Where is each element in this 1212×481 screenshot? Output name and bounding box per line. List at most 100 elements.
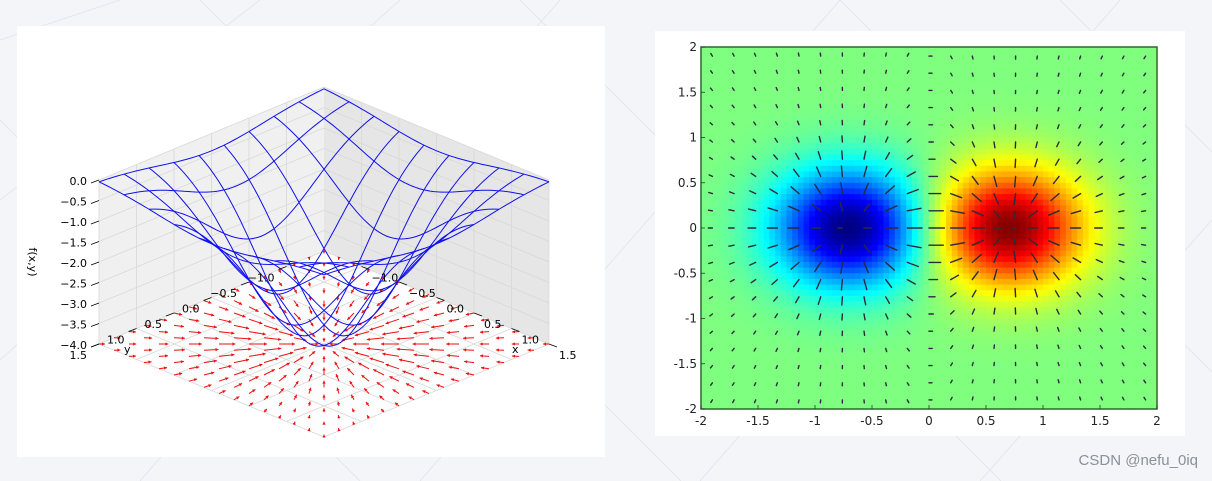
heatmap-cell bbox=[991, 154, 998, 161]
heatmap-cell bbox=[991, 369, 998, 376]
heatmap-cell bbox=[826, 86, 833, 93]
heatmap-cell bbox=[986, 312, 993, 320]
gradient-arrowhead bbox=[271, 315, 275, 319]
heatmap-cell bbox=[997, 47, 1004, 54]
heatmap-cell bbox=[854, 131, 862, 139]
heatmap-cell bbox=[1043, 278, 1050, 286]
heatmap-cell bbox=[1037, 228, 1044, 235]
heatmap-cell bbox=[809, 301, 816, 308]
heatmap-cell bbox=[763, 250, 770, 257]
heatmap-cell bbox=[872, 154, 879, 161]
heatmap-cell bbox=[900, 301, 907, 308]
heatmap-cell bbox=[718, 109, 725, 116]
heatmap-cell bbox=[872, 148, 879, 156]
heatmap-cell bbox=[815, 256, 822, 263]
heatmap-cell bbox=[974, 177, 981, 184]
heatmap-cell bbox=[780, 58, 788, 65]
heatmap-cell bbox=[974, 267, 981, 274]
heatmap-cell bbox=[809, 341, 816, 348]
gradient-arrowhead bbox=[337, 401, 341, 405]
heatmap-cell bbox=[718, 261, 725, 269]
heatmap-cell bbox=[1043, 103, 1050, 110]
heatmap-cell bbox=[877, 92, 884, 99]
heatmap-cell bbox=[883, 80, 890, 88]
heatmap-cell bbox=[968, 386, 976, 393]
heatmap-cell bbox=[1082, 369, 1090, 376]
gradient-arrowhead bbox=[405, 383, 410, 387]
heatmap-cell bbox=[946, 177, 953, 184]
heatmap-cell bbox=[1082, 244, 1090, 252]
heatmap-cell bbox=[763, 256, 770, 263]
heatmap-cell bbox=[911, 318, 919, 325]
heatmap-cell bbox=[986, 211, 993, 218]
heatmap-cell bbox=[815, 318, 822, 325]
heatmap-cell bbox=[832, 369, 839, 376]
heatmap-cell bbox=[723, 120, 731, 127]
heatmap-cell bbox=[809, 363, 816, 371]
heatmap-cell bbox=[820, 92, 827, 99]
heatmap-cell bbox=[809, 47, 816, 54]
heatmap-cell bbox=[1008, 80, 1016, 88]
heatmap-cell bbox=[820, 335, 827, 342]
heatmap-cell bbox=[1008, 369, 1016, 376]
heatmap-cell bbox=[849, 261, 856, 269]
heatmap-cell bbox=[1008, 239, 1016, 246]
heatmap-cell bbox=[1048, 267, 1055, 274]
heatmap-cell bbox=[963, 177, 970, 184]
y-tick-label: 0.0 bbox=[182, 303, 200, 316]
heatmap-cell bbox=[735, 295, 742, 303]
heatmap-cell bbox=[889, 126, 896, 133]
heatmap-cell bbox=[889, 69, 896, 76]
heatmap-cell bbox=[735, 363, 742, 371]
heatmap-cell bbox=[809, 273, 816, 280]
heatmap-cell bbox=[1088, 86, 1095, 93]
heatmap-cell bbox=[1082, 295, 1090, 303]
heatmap-cell bbox=[740, 182, 748, 190]
heatmap-cell bbox=[792, 154, 799, 161]
heatmap-cell bbox=[786, 75, 793, 82]
heatmap-cell bbox=[986, 182, 993, 190]
heatmap-cell bbox=[701, 86, 708, 93]
heatmap-cell bbox=[872, 69, 879, 76]
heatmap-cell bbox=[718, 318, 725, 325]
heatmap-cell bbox=[769, 369, 776, 376]
heatmap-cell bbox=[877, 278, 884, 286]
heatmap-cell bbox=[980, 75, 987, 82]
heatmap-cell bbox=[735, 75, 742, 82]
heatmap-cell bbox=[746, 222, 753, 229]
heatmap-cell bbox=[1048, 358, 1055, 365]
heatmap-cell bbox=[763, 307, 770, 314]
heatmap-cell bbox=[1060, 312, 1067, 320]
heatmap-cell bbox=[849, 154, 856, 161]
heatmap-cell bbox=[701, 80, 708, 88]
heatmap-cell bbox=[860, 109, 867, 116]
heatmap-cell bbox=[1048, 392, 1055, 399]
heatmap-cell bbox=[906, 188, 913, 195]
heatmap-cell bbox=[923, 256, 930, 263]
z-tick-label: −1.5 bbox=[60, 237, 87, 250]
heatmap-cell bbox=[957, 205, 964, 212]
heatmap-cell bbox=[740, 58, 748, 65]
heatmap-cell bbox=[894, 131, 902, 139]
gradient-arrowhead bbox=[337, 415, 341, 419]
heatmap-cell bbox=[1082, 109, 1090, 116]
heatmap-cell bbox=[883, 97, 890, 105]
heatmap-cell bbox=[889, 199, 896, 206]
heatmap-cell bbox=[735, 329, 742, 337]
heatmap-cell bbox=[843, 75, 850, 82]
heatmap-cell bbox=[746, 278, 753, 286]
heatmap-cell bbox=[860, 267, 867, 274]
heatmap-cell bbox=[763, 211, 770, 218]
heatmap-cell bbox=[792, 335, 799, 342]
heatmap-cell bbox=[718, 120, 725, 127]
heatmap-cell bbox=[1020, 273, 1027, 280]
heatmap-cell bbox=[706, 75, 713, 82]
heatmap-cell bbox=[769, 211, 776, 218]
heatmap-cell bbox=[900, 295, 907, 303]
heatmap-cell bbox=[718, 47, 725, 54]
heatmap-cell bbox=[1071, 278, 1078, 286]
heatmap-cell bbox=[803, 126, 810, 133]
heatmap-cell bbox=[911, 233, 919, 240]
heatmap-cell bbox=[792, 143, 799, 150]
heatmap-cell bbox=[1003, 69, 1010, 76]
